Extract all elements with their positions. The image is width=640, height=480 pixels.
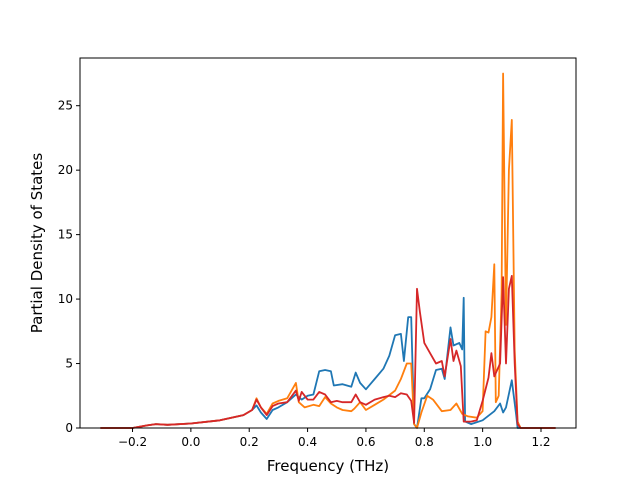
y-axis: 0 5 10 15 20 25 <box>58 99 80 435</box>
x-tick-label: 0.8 <box>415 435 434 449</box>
x-tick-label: 1.0 <box>473 435 492 449</box>
x-tick-label: 0.6 <box>356 435 375 449</box>
x-tick-label: 0.2 <box>240 435 259 449</box>
y-tick-label: 10 <box>58 292 73 306</box>
x-tick-label: 0.0 <box>181 435 200 449</box>
series-layer <box>100 72 556 429</box>
x-tick-label: −0.2 <box>118 435 147 449</box>
x-tick-label: 1.2 <box>531 435 550 449</box>
y-tick-label: 20 <box>58 163 73 177</box>
y-tick-label: 25 <box>58 99 73 113</box>
y-tick-label: 0 <box>65 421 73 435</box>
x-axis: −0.2 0.0 0.2 0.4 0.6 0.8 1.0 1.2 <box>118 428 551 449</box>
y-axis-label: Partial Density of States <box>28 153 46 334</box>
plot-frame <box>79 57 577 429</box>
y-tick-label: 5 <box>65 357 73 371</box>
x-axis-label: Frequency (THz) <box>267 457 389 475</box>
y-tick-label: 15 <box>58 228 73 242</box>
x-tick-label: 0.4 <box>298 435 317 449</box>
series-line-2 <box>100 275 556 429</box>
